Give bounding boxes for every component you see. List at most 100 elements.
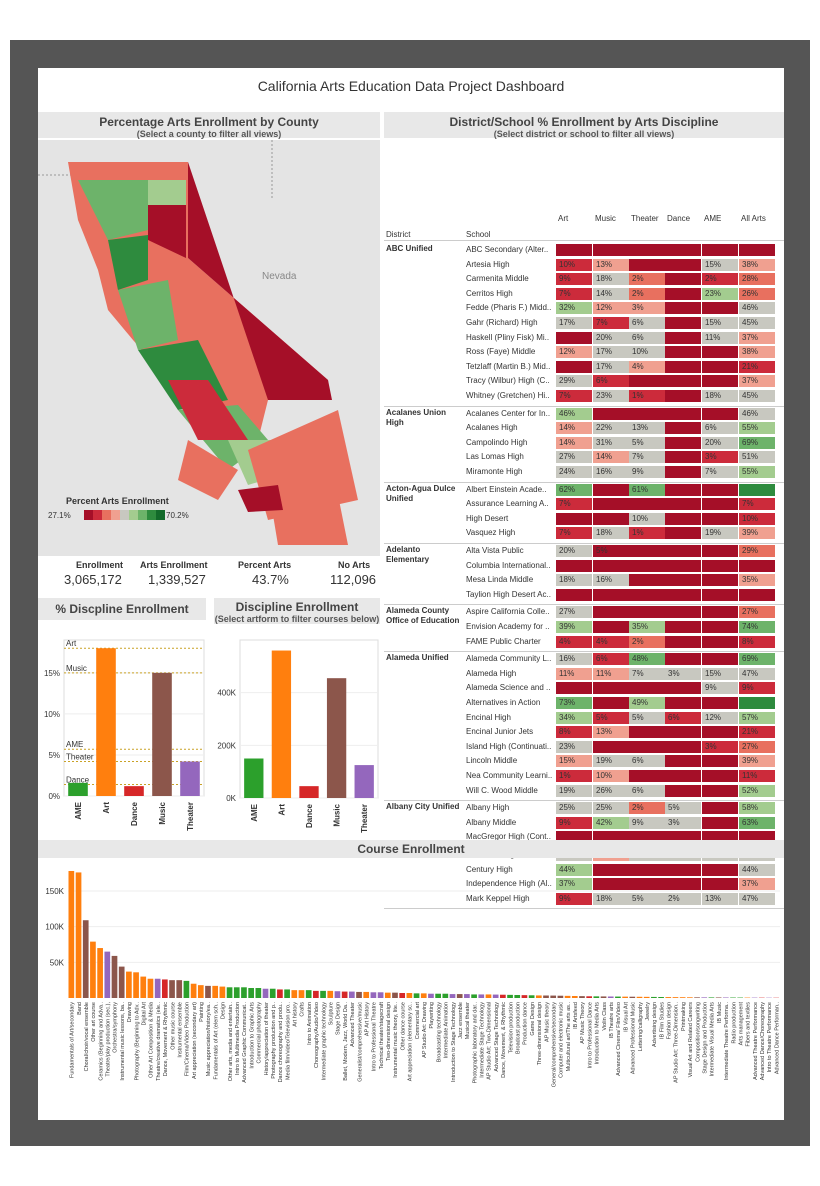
heat-cell[interactable] xyxy=(665,360,701,373)
map-region-shasta[interactable] xyxy=(108,235,148,290)
heat-cell[interactable] xyxy=(593,407,629,420)
heat-cell[interactable] xyxy=(665,635,701,648)
heat-cell[interactable]: 5% xyxy=(593,711,629,724)
heat-cell[interactable]: 51% xyxy=(739,451,775,464)
heat-cell[interactable]: 13% xyxy=(593,726,629,739)
heat-cell[interactable] xyxy=(665,331,701,344)
heat-cell[interactable]: 23% xyxy=(593,390,629,402)
heat-cell[interactable] xyxy=(665,574,701,587)
school-name[interactable]: Gahr (Richard) High xyxy=(466,318,538,327)
heat-cell[interactable]: 9% xyxy=(556,816,592,829)
heat-cell[interactable] xyxy=(593,863,629,876)
heat-cell[interactable]: 37% xyxy=(739,375,775,388)
school-name[interactable]: Albert Einstein Acade.. xyxy=(466,484,547,494)
discipline-header[interactable]: Dance xyxy=(667,214,691,223)
school-name[interactable]: Las Lomas High xyxy=(466,452,524,462)
discipline-header[interactable]: Music xyxy=(595,214,616,223)
heat-cell[interactable] xyxy=(665,390,701,402)
heat-cell[interactable]: 6% xyxy=(593,653,629,666)
heat-cell[interactable] xyxy=(665,483,701,496)
heat-cell[interactable] xyxy=(665,466,701,478)
heat-cell[interactable]: 18% xyxy=(702,390,738,402)
heat-cell[interactable]: 14% xyxy=(593,451,629,464)
heat-cell[interactable]: 62% xyxy=(556,483,592,496)
california-county-map[interactable]: Nevada Percent Arts Enrollment 27.1% 70.… xyxy=(38,140,380,556)
map-region-la[interactable] xyxy=(238,485,283,512)
heat-cell[interactable]: 74% xyxy=(739,621,775,633)
heat-cell[interactable]: 23% xyxy=(702,287,738,300)
heat-cell[interactable]: 31% xyxy=(593,436,629,449)
heat-cell[interactable]: 19% xyxy=(593,755,629,768)
heat-cell[interactable] xyxy=(629,726,665,739)
heat-cell[interactable]: 44% xyxy=(739,863,775,876)
heat-cell[interactable]: 9% xyxy=(739,682,775,695)
heat-cell[interactable]: 6% xyxy=(629,331,665,344)
heat-cell[interactable]: 5% xyxy=(593,545,629,557)
heat-cell[interactable]: 13% xyxy=(629,422,665,435)
heat-cell[interactable]: 3% xyxy=(702,740,738,753)
heat-cell[interactable]: 12% xyxy=(556,346,592,359)
school-name[interactable]: Encinal High xyxy=(466,712,511,722)
school-name[interactable]: Tracy (Wilbur) High (C.. xyxy=(466,376,550,386)
school-name[interactable]: Ross (Faye) Middle xyxy=(466,347,536,357)
heat-cell[interactable] xyxy=(665,422,701,435)
heat-cell[interactable]: 13% xyxy=(593,258,629,271)
heat-cell[interactable]: 18% xyxy=(593,892,629,905)
heat-cell[interactable] xyxy=(556,588,592,601)
heat-cell[interactable]: 8% xyxy=(556,726,592,739)
heat-cell[interactable]: 7% xyxy=(556,498,592,511)
heat-cell[interactable] xyxy=(665,784,701,797)
school-name[interactable]: Albany Middle xyxy=(466,817,517,827)
school-name[interactable]: Assurance Learning A.. xyxy=(466,499,549,509)
school-name[interactable]: Cerritos High xyxy=(466,288,513,298)
heat-cell[interactable] xyxy=(739,483,775,496)
heat-cell[interactable] xyxy=(593,498,629,511)
heat-cell[interactable]: 48% xyxy=(629,653,665,666)
map-region-modoc[interactable] xyxy=(148,205,186,258)
heat-cell[interactable]: 9% xyxy=(702,682,738,695)
heat-cell[interactable]: 5% xyxy=(629,892,665,905)
heat-cell[interactable]: 2% xyxy=(665,892,701,905)
heat-cell[interactable] xyxy=(665,559,701,572)
heat-cell[interactable] xyxy=(702,697,738,709)
school-name[interactable]: Island High (Continuati.. xyxy=(466,741,552,751)
heat-cell[interactable]: 2% xyxy=(629,273,665,286)
heat-cell[interactable]: 18% xyxy=(593,273,629,286)
heat-cell[interactable] xyxy=(629,498,665,511)
heat-cell[interactable]: 35% xyxy=(739,574,775,587)
heat-cell[interactable] xyxy=(556,360,592,373)
heat-cell[interactable]: 17% xyxy=(593,346,629,359)
district-name[interactable]: ABC Unified xyxy=(386,244,433,253)
district-name[interactable]: Alameda Unified xyxy=(386,653,449,663)
heat-cell[interactable]: 26% xyxy=(739,287,775,300)
school-name[interactable]: Century High xyxy=(466,864,513,874)
heat-cell[interactable]: 39% xyxy=(556,621,592,633)
heat-cell[interactable]: 25% xyxy=(556,802,592,815)
heat-cell[interactable]: 27% xyxy=(556,606,592,619)
heat-cell[interactable]: 6% xyxy=(702,422,738,435)
heat-cell[interactable] xyxy=(665,770,701,782)
school-name[interactable]: Alameda Community L.. xyxy=(466,654,552,664)
school-name[interactable]: Carmenita Middle xyxy=(466,274,529,284)
heat-cell[interactable]: 69% xyxy=(739,436,775,449)
heat-cell[interactable]: 16% xyxy=(593,574,629,587)
heat-cell[interactable]: 21% xyxy=(739,360,775,373)
heat-cell[interactable] xyxy=(702,545,738,557)
heat-cell[interactable]: 17% xyxy=(593,360,629,373)
heat-cell[interactable] xyxy=(702,802,738,815)
heat-cell[interactable] xyxy=(665,346,701,359)
heat-cell[interactable] xyxy=(629,770,665,782)
heat-cell[interactable] xyxy=(665,621,701,633)
heat-cell[interactable] xyxy=(593,244,629,256)
heat-cell[interactable]: 26% xyxy=(593,784,629,797)
heat-cell[interactable]: 15% xyxy=(702,667,738,680)
school-name[interactable]: Columbia International.. xyxy=(466,560,551,570)
heat-cell[interactable]: 11% xyxy=(556,667,592,680)
heat-cell[interactable] xyxy=(665,302,701,315)
school-name[interactable]: Mesa Linda Middle xyxy=(466,575,534,585)
heat-cell[interactable]: 14% xyxy=(556,436,592,449)
heat-cell[interactable]: 63% xyxy=(739,816,775,829)
heat-cell[interactable]: 46% xyxy=(556,407,592,420)
heat-cell[interactable]: 39% xyxy=(739,755,775,768)
heat-cell[interactable] xyxy=(665,755,701,768)
